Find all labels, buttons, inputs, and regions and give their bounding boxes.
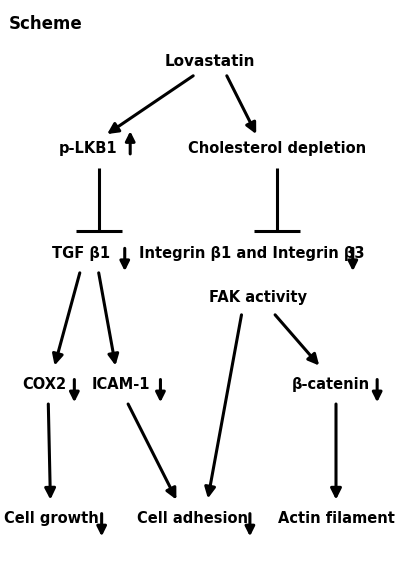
Text: β-catenin: β-catenin xyxy=(292,377,370,392)
Text: Cell growth: Cell growth xyxy=(4,511,99,526)
Text: ICAM-1: ICAM-1 xyxy=(92,377,150,392)
Text: Actin filament: Actin filament xyxy=(278,511,394,526)
Text: Lovastatin: Lovastatin xyxy=(165,54,255,69)
Text: Integrin β1 and Integrin β3: Integrin β1 and Integrin β3 xyxy=(139,246,365,261)
Text: COX2: COX2 xyxy=(22,377,66,392)
Text: Scheme: Scheme xyxy=(8,15,82,33)
Text: FAK activity: FAK activity xyxy=(209,290,307,305)
Text: Cholesterol depletion: Cholesterol depletion xyxy=(188,141,366,156)
Text: Cell adhesion: Cell adhesion xyxy=(137,511,248,526)
Text: p-LKB1: p-LKB1 xyxy=(59,141,118,156)
Text: TGF β1: TGF β1 xyxy=(52,246,110,261)
